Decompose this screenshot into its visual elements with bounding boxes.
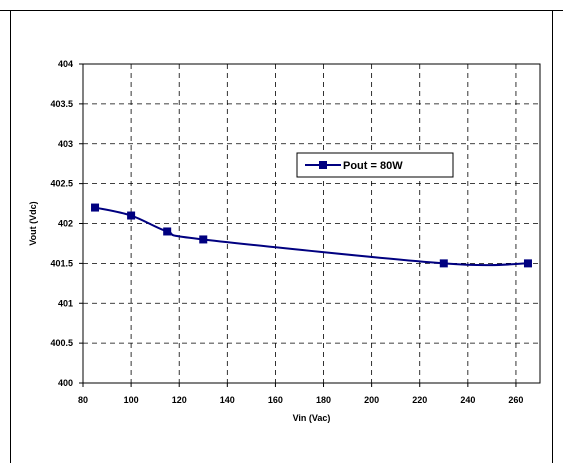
x-tick-label: 240 [460,395,475,405]
data-point-marker [127,211,136,220]
data-point-marker [439,259,448,268]
x-axis-ticks: 80 100 120 140 160 180 200 220 240 260 [78,383,523,405]
y-tick-label: 402.5 [50,179,73,189]
data-point-marker [163,227,172,236]
y-tick-label: 402 [58,219,73,229]
x-tick-label: 120 [172,395,187,405]
legend: Pout = 80W [296,152,454,178]
x-tick-label: 260 [508,395,523,405]
x-tick-label: 220 [412,395,427,405]
y-tick-label: 403.5 [50,99,73,109]
y-tick-label: 404 [58,59,73,69]
series-line [94,206,528,267]
x-axis-label: Vin (Vac) [293,413,331,423]
legend-label: Pout = 80W [343,160,403,172]
y-axis-ticks: 400 400.5 401 401.5 402 402.5 403 403.5 404 [50,59,83,388]
x-tick-label: 180 [316,395,331,405]
data-point-marker [91,203,100,212]
x-tick-label: 100 [124,395,139,405]
y-tick-label: 401.5 [50,258,73,268]
y-tick-label: 400 [58,378,73,388]
series-layer [91,203,532,268]
x-tick-label: 200 [364,395,379,405]
grid [83,63,540,383]
x-tick-label: 80 [78,395,88,405]
data-point-marker [523,259,532,268]
x-tick-label: 160 [268,395,283,405]
legend-marker [319,161,327,169]
y-tick-label: 400.5 [50,338,73,348]
y-tick-label: 401 [58,298,73,308]
x-tick-label: 140 [220,395,235,405]
y-axis-label: Vout (Vdc) [28,201,38,245]
data-point-marker [199,235,208,244]
y-tick-label: 403 [58,139,73,149]
